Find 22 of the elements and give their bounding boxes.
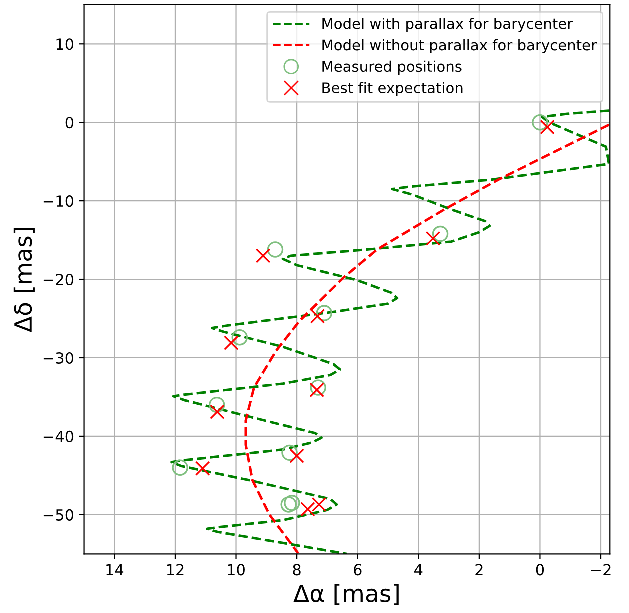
legend-label: Model with parallax for barycenter (322, 18, 574, 32)
x-tick-label: 8 (293, 564, 301, 576)
y-tick-label: −40 (44, 430, 74, 442)
legend-label: Model without parallax for barycenter (322, 39, 598, 54)
x-tick-label: 4 (414, 564, 423, 576)
y-tick-label: 10 (56, 38, 74, 50)
x-tick-label: 2 (476, 564, 483, 576)
x-axis-title: Δα [mas] (294, 584, 399, 606)
y-axis-title: Δδ [mas] (14, 228, 35, 332)
y-tick-label: −10 (44, 196, 74, 208)
y-tick-label: −20 (44, 274, 74, 286)
legend-label: Best fit expectation (322, 82, 463, 96)
x-tick-label: 12 (167, 564, 184, 576)
y-tick-label: 0 (66, 117, 74, 129)
y-tick-label: −30 (44, 352, 74, 364)
legend-label: Measured positions (322, 60, 462, 75)
y-tick-label: −50 (44, 509, 74, 521)
x-tick-label: 14 (106, 564, 124, 576)
x-tick-label: −2 (591, 564, 611, 576)
x-tick-label: 0 (536, 564, 544, 576)
x-tick-label: 10 (228, 564, 245, 576)
x-tick-label: 6 (354, 564, 362, 576)
